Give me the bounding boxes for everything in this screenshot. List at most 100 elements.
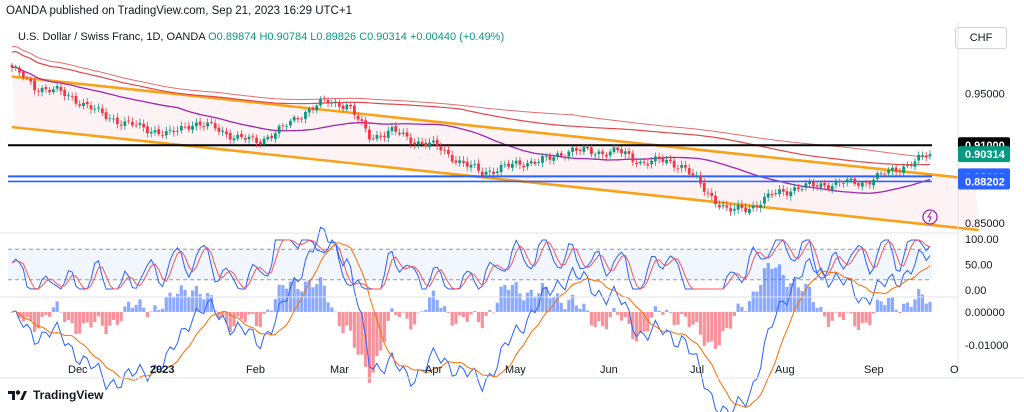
macd-hist-bar bbox=[838, 311, 842, 317]
macd-hist-bar bbox=[311, 287, 315, 312]
candle-body bbox=[559, 153, 563, 156]
macd-hist-bar bbox=[495, 302, 499, 312]
macd-hist-bar bbox=[522, 300, 526, 312]
ohlc-values: O0.89874 H0.90784 L0.89826 C0.90314 +0.0… bbox=[208, 31, 505, 43]
macd-hist-bar bbox=[887, 298, 891, 312]
candle-body bbox=[127, 120, 131, 122]
macd-hist-bar bbox=[96, 311, 101, 317]
macd-hist-bar bbox=[115, 311, 119, 325]
candle-body bbox=[495, 171, 499, 173]
macd-hist-bar bbox=[525, 292, 530, 312]
candle-body bbox=[778, 189, 781, 195]
macd-hist-bar bbox=[251, 311, 255, 314]
macd-hist-bar bbox=[578, 308, 582, 312]
macd-hist-bar bbox=[209, 295, 214, 312]
macd-hist-bar bbox=[367, 311, 372, 383]
macd-hist-bar bbox=[518, 293, 522, 312]
candle-body bbox=[401, 132, 405, 134]
symbol-legend[interactable]: U.S. Dollar / Swiss Franc, 1D, OANDA O0.… bbox=[18, 31, 504, 43]
macd-hist-bar bbox=[476, 311, 481, 323]
macd-hist-bar bbox=[266, 309, 270, 312]
candle-body bbox=[928, 154, 932, 157]
macd-hist-bar bbox=[586, 310, 590, 312]
candle-body bbox=[221, 130, 225, 132]
candle-body bbox=[883, 173, 887, 175]
candle-body bbox=[759, 204, 763, 208]
candle-body bbox=[605, 154, 608, 157]
candle-body bbox=[424, 142, 428, 147]
macd-hist-bar bbox=[108, 311, 112, 326]
macd-hist-bar bbox=[657, 310, 661, 312]
flash-icon bbox=[922, 209, 938, 225]
macd-hist-bar bbox=[63, 311, 67, 323]
candle-body bbox=[130, 121, 134, 126]
candle-body bbox=[774, 193, 778, 195]
candle-body bbox=[913, 161, 917, 167]
candle-body bbox=[906, 164, 909, 166]
candle-body bbox=[480, 171, 484, 176]
candle-body bbox=[416, 141, 420, 145]
candle-body bbox=[413, 142, 416, 145]
macd-hist-bar bbox=[224, 311, 229, 323]
macd-hist-bar bbox=[721, 311, 725, 332]
time-tick-label: Apr bbox=[425, 364, 442, 376]
macd-hist-bar bbox=[853, 311, 857, 327]
candle-body bbox=[74, 95, 78, 104]
candle-body bbox=[763, 196, 766, 204]
candle-body bbox=[650, 160, 653, 165]
candle-body bbox=[808, 181, 812, 184]
macd-hist-bar bbox=[747, 301, 752, 312]
candle-body bbox=[875, 173, 879, 179]
macd-hist-bar bbox=[785, 286, 789, 312]
macd-hist-bar bbox=[375, 311, 379, 356]
candle-body bbox=[473, 164, 477, 165]
candle-body bbox=[601, 151, 605, 154]
candle-body bbox=[210, 122, 213, 123]
candle-body bbox=[868, 182, 872, 185]
candle-body bbox=[439, 146, 443, 151]
macd-hist-bar bbox=[548, 298, 552, 312]
candle-body bbox=[710, 192, 714, 197]
macd-hist-bar bbox=[153, 305, 157, 312]
candle-body bbox=[33, 80, 36, 91]
candle-body bbox=[70, 96, 74, 97]
macd-hist-bar bbox=[702, 311, 706, 347]
macd-hist-bar bbox=[232, 311, 236, 327]
macd-hist-bar bbox=[507, 289, 511, 312]
candle-body bbox=[627, 151, 631, 155]
macd-hist-bar bbox=[668, 311, 673, 313]
macd-hist-bar bbox=[608, 311, 612, 318]
candle-body bbox=[394, 126, 398, 132]
candle-body bbox=[240, 133, 243, 137]
macd-hist-bar bbox=[819, 306, 823, 312]
candle-body bbox=[161, 134, 164, 136]
candle-body bbox=[646, 163, 650, 166]
macd-hist-bar bbox=[416, 311, 420, 313]
candle-body bbox=[796, 187, 800, 190]
macd-hist-bar bbox=[461, 311, 466, 318]
candle-body bbox=[514, 160, 518, 164]
macd-hist-bar bbox=[582, 303, 586, 312]
tradingview-brand[interactable]: TradingView bbox=[8, 388, 103, 402]
candle-body bbox=[484, 171, 488, 175]
macd-hist-bar bbox=[574, 305, 578, 312]
macd-hist-bar bbox=[902, 303, 906, 312]
macd-hist-bar bbox=[883, 304, 887, 312]
macd-hist-bar bbox=[529, 289, 533, 312]
candle-body bbox=[556, 153, 559, 157]
macd-hist-bar bbox=[386, 311, 390, 321]
macd-hist-bar bbox=[533, 296, 537, 312]
tradingview-logo-icon bbox=[8, 389, 28, 401]
macd-hist-bar bbox=[841, 311, 846, 321]
candle-body bbox=[364, 120, 368, 129]
candle-body bbox=[827, 185, 830, 190]
candle-body bbox=[104, 112, 108, 119]
currency-button[interactable]: CHF bbox=[955, 27, 1007, 49]
price-tick-label: 0.85000 bbox=[965, 218, 1005, 230]
ma-slower-line bbox=[11, 45, 931, 158]
macd-hist-bar bbox=[446, 311, 451, 313]
channel-fill bbox=[12, 76, 979, 231]
candle-body bbox=[304, 111, 307, 119]
candle-body bbox=[533, 161, 537, 164]
